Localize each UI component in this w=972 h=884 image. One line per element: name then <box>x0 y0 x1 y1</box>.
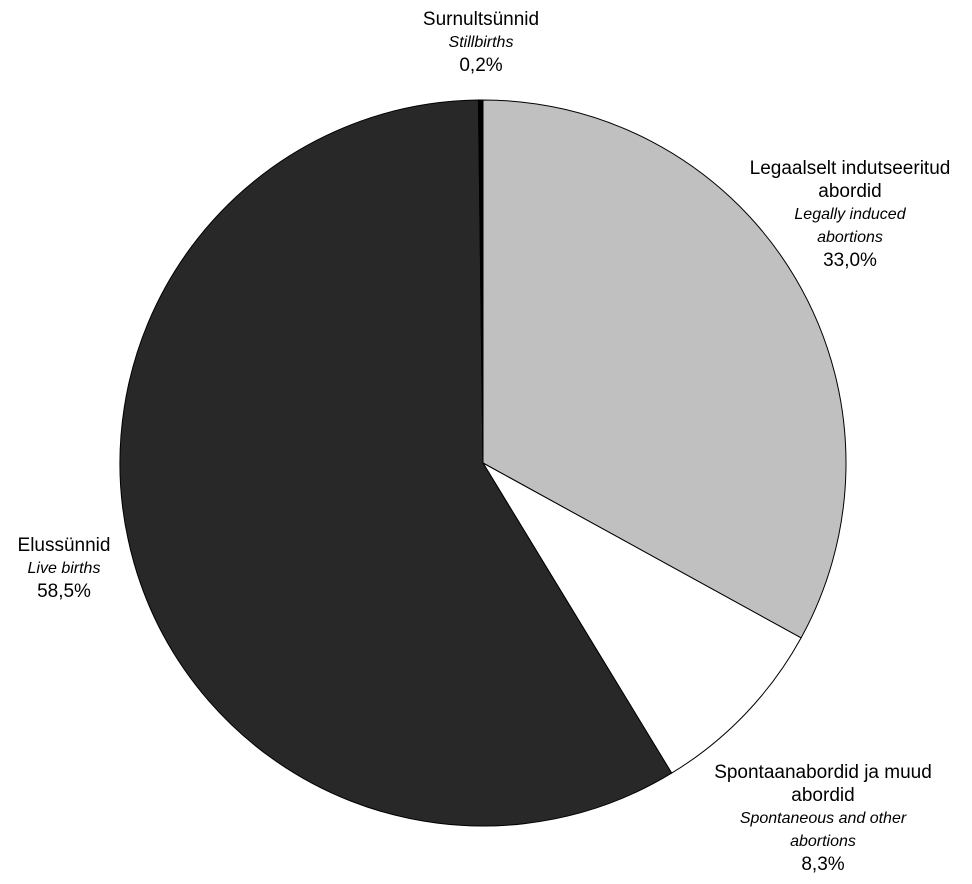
label-en-line-1: Spontaneous and other <box>739 810 907 827</box>
label-en-line-1: Stillbirths <box>448 34 514 51</box>
slice-label-legally-induced: Legaalselt indutseeritud abordid Legally… <box>730 157 970 272</box>
pie-slice-3 <box>477 99 484 464</box>
slice-percent: 0,2% <box>459 55 503 76</box>
label-et-line-2: abordid <box>818 181 882 202</box>
label-en-line-1: Legally induced <box>794 206 906 223</box>
label-en-line-2: abortions <box>817 229 883 246</box>
slice-percent: 33,0% <box>823 250 877 271</box>
label-et-line-1: Legaalselt indutseeritud <box>749 158 951 179</box>
label-et-line-1: Elussünnid <box>17 535 111 556</box>
label-et-line-2: abordid <box>791 785 855 806</box>
label-et-line-1: Spontaanabordid ja muud <box>714 762 932 783</box>
slice-percent: 58,5% <box>37 581 91 602</box>
label-en-line-2: abortions <box>790 833 856 850</box>
slice-label-spontaneous: Spontaanabordid ja muud abordid Spontane… <box>688 761 958 876</box>
slice-label-stillbirths: Surnultsünnid Stillbirths 0,2% <box>391 8 571 77</box>
pie-slice-0 <box>482 99 847 639</box>
slice-percent: 8,3% <box>801 854 845 875</box>
pie-slice-2 <box>119 99 673 827</box>
pie-slice-1 <box>482 462 802 774</box>
slice-label-live-births: Elussünnid Live births 58,5% <box>4 534 124 603</box>
label-en-line-1: Live births <box>27 560 101 577</box>
label-et-line-1: Surnultsünnid <box>422 9 540 30</box>
